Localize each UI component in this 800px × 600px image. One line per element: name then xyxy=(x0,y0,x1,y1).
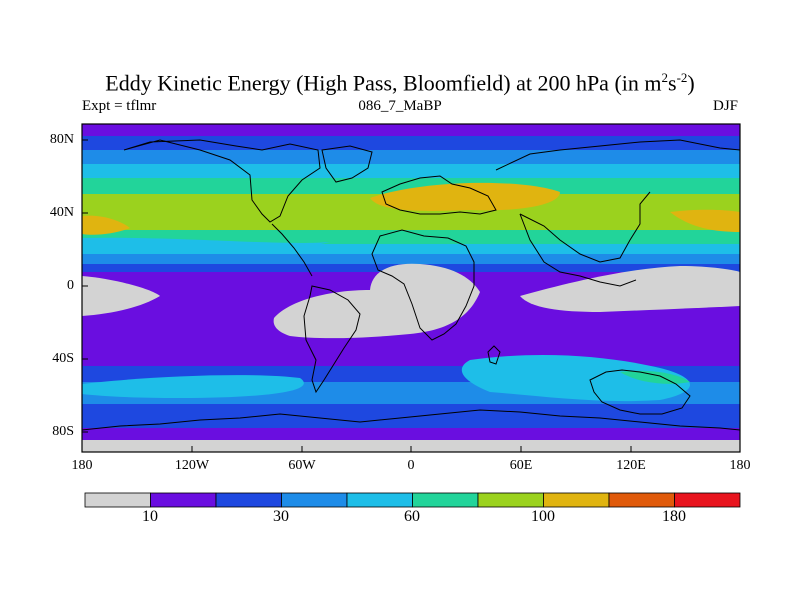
coast-north-america xyxy=(123,139,321,223)
season-label: DJF xyxy=(712,98,738,114)
storm-track-max-atlantic xyxy=(370,182,560,211)
sh-green-patch xyxy=(620,370,690,384)
x-tick-label: 60E xyxy=(509,458,533,473)
coast-madagascar xyxy=(487,345,501,365)
coast-antarctica xyxy=(82,409,740,431)
x-tick-label: 0 xyxy=(407,458,415,473)
x-tick-label: 120E xyxy=(616,458,646,473)
colorbar-box xyxy=(674,492,741,508)
band-high-lat-north xyxy=(82,136,740,150)
band-north-4 xyxy=(82,230,740,244)
coast-asia xyxy=(495,139,740,263)
colorbar-box xyxy=(215,492,282,508)
colorbar-label: 60 xyxy=(404,508,420,525)
y-tick-label: 0 xyxy=(67,278,74,293)
colorbar-box xyxy=(281,492,348,508)
colorbar-label: 30 xyxy=(273,508,289,525)
x-tick-label: 120W xyxy=(174,458,210,473)
coast-europe xyxy=(381,175,497,215)
band-north-3 xyxy=(82,178,740,194)
case-label: 086_7_MaBP xyxy=(358,98,442,114)
coast-south-america xyxy=(303,285,361,394)
colorbar-box xyxy=(477,492,544,508)
x-tick-label: 180 xyxy=(71,458,93,473)
colorbar-box xyxy=(84,492,151,508)
coast-australia xyxy=(589,369,691,415)
x-tick-label: 60W xyxy=(288,458,316,473)
plot-title: Eddy Kinetic Energy (High Pass, Bloomfie… xyxy=(105,70,695,96)
pacific-cyan-tongue xyxy=(82,237,330,251)
storm-track-max-west xyxy=(82,215,130,235)
band-north-5 xyxy=(82,244,740,254)
band-polar-north xyxy=(82,124,740,136)
band-north-2 xyxy=(82,164,740,178)
coast-greenland xyxy=(321,145,373,183)
colorbar-box xyxy=(608,492,675,508)
continent-outlines xyxy=(82,139,740,431)
x-tick-label: 180 xyxy=(729,458,751,473)
sh-cyan-patch-1 xyxy=(82,375,304,398)
band-south-3 xyxy=(82,404,740,428)
low-eke-indian-pacific xyxy=(520,266,740,312)
y-tick-label: 40S xyxy=(52,351,74,366)
low-eke-east-pacific xyxy=(82,276,160,316)
coast-central-america xyxy=(271,223,313,277)
experiment-label: Expt = tflmr xyxy=(82,98,157,114)
tick-marks xyxy=(82,139,632,452)
colorbar-label: 180 xyxy=(662,508,686,525)
band-north-1 xyxy=(82,150,740,164)
y-tick-label: 40N xyxy=(49,205,74,220)
colorbar xyxy=(84,492,741,508)
colorbar-box xyxy=(150,492,217,508)
coast-africa xyxy=(371,229,475,341)
low-eke-atlantic-africa xyxy=(273,263,480,339)
sh-cyan-patch-2 xyxy=(461,354,690,402)
band-north-6 xyxy=(82,254,740,264)
y-tick-label: 80N xyxy=(49,132,74,147)
colorbar-label: 10 xyxy=(142,508,158,525)
colorbar-box xyxy=(412,492,479,508)
band-south-4 xyxy=(82,428,740,440)
colorbar-label: 100 xyxy=(531,508,555,525)
colorbar-box xyxy=(346,492,413,508)
storm-track-max-east xyxy=(670,209,740,232)
colorbar-box xyxy=(543,492,610,508)
y-tick-label: 80S xyxy=(52,424,74,439)
coast-india-se-asia xyxy=(519,213,637,287)
